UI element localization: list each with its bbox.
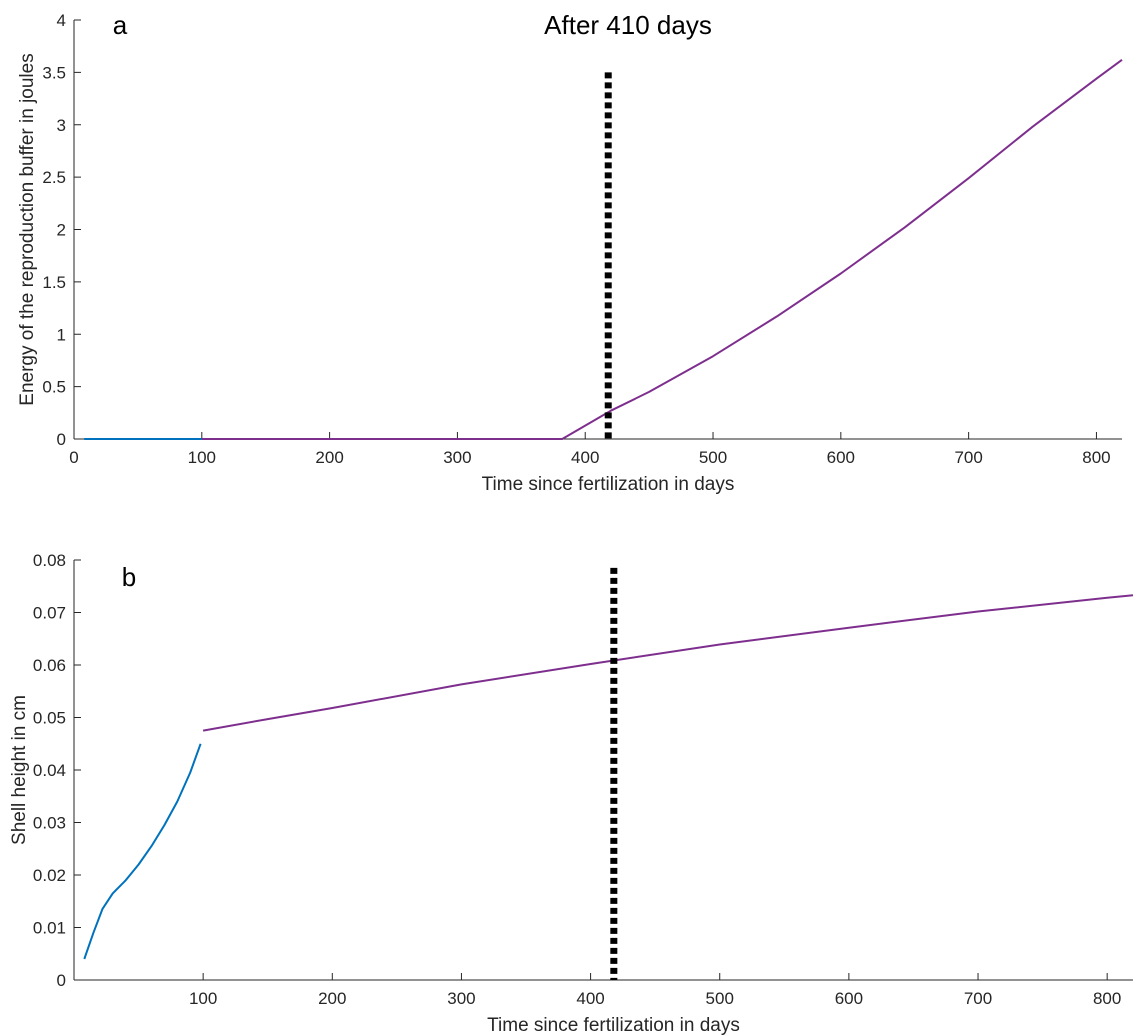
y-tick-label: 0: [57, 971, 66, 990]
x-tick-label: 600: [835, 989, 863, 1008]
x-tick-label: 0: [69, 448, 78, 467]
y-tick-label: 0.01: [33, 919, 66, 938]
y-tick-label: 0: [57, 430, 66, 449]
y-tick-label: 1.5: [42, 273, 66, 292]
y-tick-label: 0.04: [33, 761, 66, 780]
x-tick-label: 600: [827, 448, 855, 467]
x-tick-label: 700: [954, 448, 982, 467]
y-tick-label: 1: [57, 325, 66, 344]
y-tick-label: 0.5: [42, 378, 66, 397]
y-tick-label: 0.03: [33, 814, 66, 833]
y-tick-label: 3: [57, 116, 66, 135]
x-axis-label: Time since fertilization in days: [482, 474, 735, 495]
series-line-1: [83, 743, 202, 960]
panel-a: 0 100 200 300 400 500 600 700 800 0 0.5 1 1.5 2 2.5 3 3.…: [17, 10, 1123, 495]
chart-title: After 410 days: [544, 10, 712, 40]
x-tick-label: 300: [443, 448, 471, 467]
y-tick-label: 0.05: [33, 709, 66, 728]
x-tick-label: 200: [318, 989, 346, 1008]
x-tick-label: 700: [964, 989, 992, 1008]
x-tick-label: 800: [1093, 989, 1121, 1008]
series-line-2: [202, 594, 1134, 732]
y-tick-label: 3.5: [42, 63, 66, 82]
y-tick-label: 4: [57, 11, 66, 30]
y-tick-label: 0.02: [33, 866, 66, 885]
x-tick-label: 100: [188, 448, 216, 467]
panel-letter: b: [122, 562, 136, 592]
y-tick-label: 0.06: [33, 656, 66, 675]
y-axis-label: Energy of the reproduction buffer in jou…: [17, 53, 38, 405]
series-line-2: [201, 58, 1123, 440]
x-tick-label: 800: [1082, 448, 1110, 467]
x-tick-label: 500: [699, 448, 727, 467]
x-tick-label: 400: [571, 448, 599, 467]
x-tick-label: 100: [189, 989, 217, 1008]
y-axis-label: Shell height in cm: [9, 695, 30, 845]
panel-b: 100 200 300 400 500 600 700 800 0 0.01 0.02 0.03 0.0…: [9, 551, 1134, 1035]
panel-letter: a: [113, 10, 128, 40]
x-tick-label: 400: [576, 989, 604, 1008]
x-tick-label: 500: [706, 989, 734, 1008]
y-tick-label: 0.08: [33, 551, 66, 570]
y-tick-label: 2: [57, 221, 66, 240]
y-tick-label: 2.5: [42, 168, 66, 187]
y-tick-label: 0.07: [33, 604, 66, 623]
x-axis-label: Time since fertilization in days: [487, 1015, 740, 1035]
x-tick-label: 200: [315, 448, 343, 467]
x-tick-label: 300: [447, 989, 475, 1008]
